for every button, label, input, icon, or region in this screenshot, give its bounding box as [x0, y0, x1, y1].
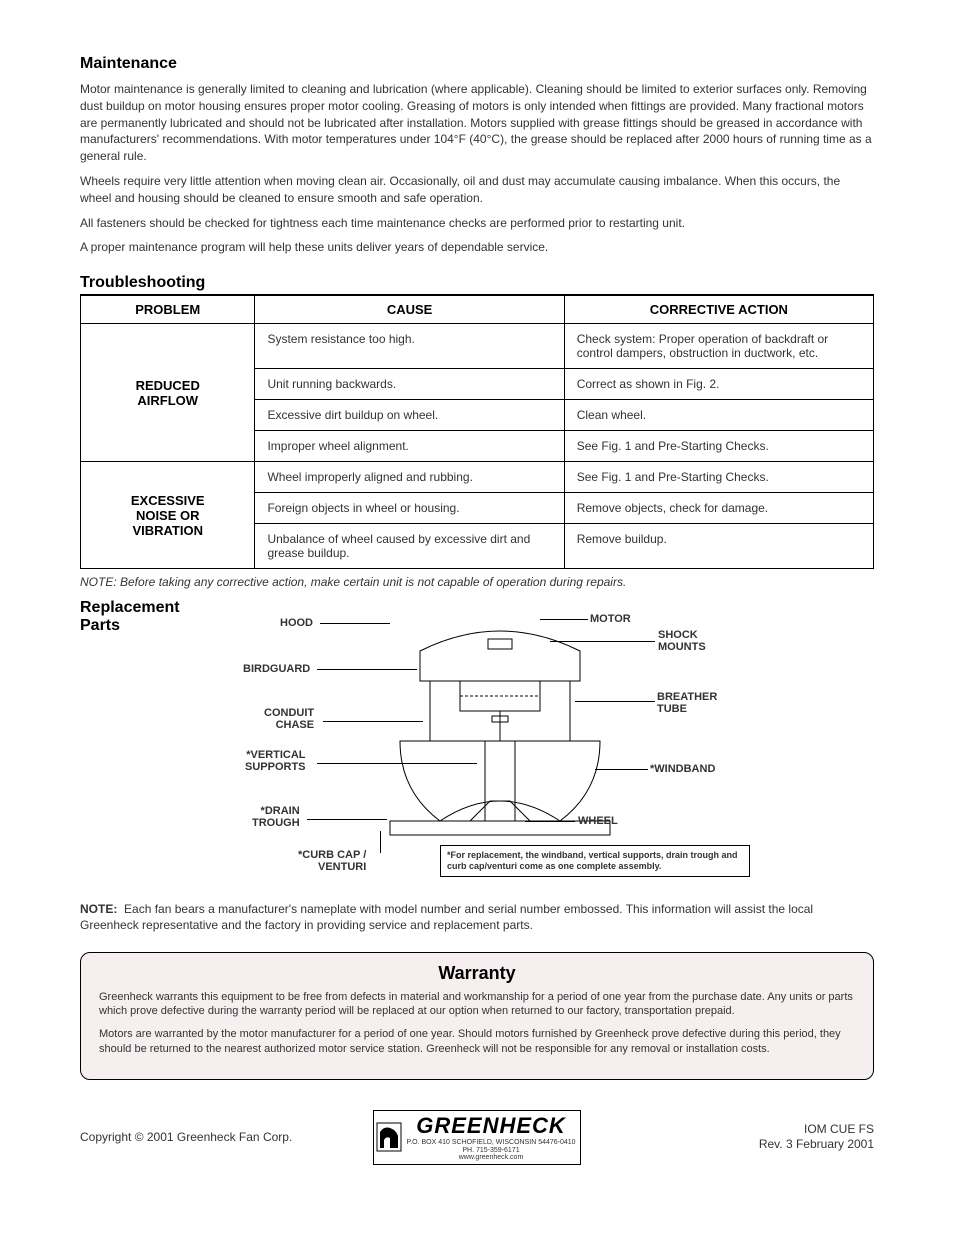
problem-cell-1: REDUCEDAIRFLOW [81, 324, 255, 462]
footer-copyright: Copyright © 2001 Greenheck Fan Corp. [80, 1130, 345, 1144]
troubleshooting-note: NOTE: Before taking any corrective actio… [80, 575, 874, 589]
action-cell: See Fig. 1 and Pre-Starting Checks. [564, 462, 873, 493]
action-cell: Correct as shown in Fig. 2. [564, 369, 873, 400]
action-cell: See Fig. 1 and Pre-Starting Checks. [564, 431, 873, 462]
logo-name: GREENHECK [406, 1113, 575, 1139]
page-footer: Copyright © 2001 Greenheck Fan Corp. GRE… [80, 1110, 874, 1165]
warranty-para-2: Motors are warranted by the motor manufa… [99, 1027, 855, 1057]
logo-web: www.greenheck.com [406, 1154, 575, 1162]
leader-line [380, 831, 381, 853]
table-col-action: CORRECTIVE ACTION [564, 296, 873, 324]
table-row: EXCESSIVENOISE ORVIBRATION Wheel imprope… [81, 462, 874, 493]
cause-cell: Wheel improperly aligned and rubbing. [255, 462, 564, 493]
logo-address: P.O. BOX 410 SCHOFIELD, WISCONSIN 54476-… [406, 1139, 575, 1147]
replacement-note: NOTE: Each fan bears a manufacturer's na… [80, 901, 874, 933]
leader-line [595, 769, 648, 770]
maintenance-para-3: All fasteners should be checked for tigh… [80, 215, 874, 232]
label-motor: MOTOR [590, 613, 631, 625]
note-label: NOTE: [80, 902, 117, 916]
leader-line [317, 669, 417, 670]
leader-line [320, 623, 390, 624]
maintenance-section: Maintenance Motor maintenance is general… [80, 55, 874, 256]
cause-cell: System resistance too high. [255, 324, 564, 369]
label-curb-cap: *CURB CAP /VENTURI [298, 849, 366, 873]
label-drain-trough: *DRAINTROUGH [252, 805, 300, 829]
label-hood: HOOD [280, 617, 313, 629]
leader-line [323, 721, 423, 722]
leader-line [525, 821, 575, 822]
warranty-heading: Warranty [99, 963, 855, 984]
maintenance-para-2: Wheels require very little attention whe… [80, 173, 874, 207]
logo-phone: PH. 715-359-6171 [406, 1147, 575, 1155]
label-windband: *WINDBAND [650, 763, 715, 775]
note-text: Each fan bears a manufacturer's nameplat… [80, 902, 813, 932]
cause-cell: Excessive dirt buildup on wheel. [255, 400, 564, 431]
maintenance-para-4: A proper maintenance program will help t… [80, 239, 874, 256]
action-cell: Remove objects, check for damage. [564, 493, 873, 524]
table-row: REDUCEDAIRFLOW System resistance too hig… [81, 324, 874, 369]
maintenance-para-1: Motor maintenance is generally limited t… [80, 81, 874, 165]
cause-cell: Unit running backwards. [255, 369, 564, 400]
cause-cell: Improper wheel alignment. [255, 431, 564, 462]
leader-line [307, 819, 387, 820]
troubleshooting-section: Troubleshooting PROBLEM CAUSE CORRECTIVE… [80, 274, 874, 589]
table-col-cause: CAUSE [255, 296, 564, 324]
cause-cell: Unbalance of wheel caused by excessive d… [255, 524, 564, 569]
troubleshooting-table: PROBLEM CAUSE CORRECTIVE ACTION REDUCEDA… [80, 295, 874, 569]
fan-diagram-svg [380, 621, 620, 841]
replacement-section: ReplacementParts [80, 599, 874, 933]
action-cell: Remove buildup. [564, 524, 873, 569]
footer-rev: Rev. 3 February 2001 [609, 1137, 874, 1153]
label-birdguard: BIRDGUARD [243, 663, 310, 675]
troubleshooting-heading: Troubleshooting [80, 274, 874, 295]
replacement-diagram: HOOD BIRDGUARD CONDUITCHASE *VERTICALSUP… [80, 611, 874, 891]
footer-docinfo: IOM CUE FS Rev. 3 February 2001 [609, 1122, 874, 1153]
action-cell: Clean wheel. [564, 400, 873, 431]
warranty-para-1: Greenheck warrants this equipment to be … [99, 990, 855, 1020]
cause-cell: Foreign objects in wheel or housing. [255, 493, 564, 524]
label-conduit-chase: CONDUITCHASE [264, 707, 314, 731]
label-wheel: WHEEL [578, 815, 618, 827]
warranty-section: Warranty Greenheck warrants this equipme… [80, 952, 874, 1080]
leader-line [540, 619, 588, 620]
action-cell: Check system: Proper operation of backdr… [564, 324, 873, 369]
leader-line [550, 641, 655, 642]
label-vertical-supports: *VERTICALSUPPORTS [245, 749, 306, 773]
diagram-note: *For replacement, the windband, vertical… [440, 845, 750, 877]
label-breather-tube: BREATHERTUBE [657, 691, 717, 715]
problem-cell-2: EXCESSIVENOISE ORVIBRATION [81, 462, 255, 569]
leader-line-dashed [575, 701, 600, 702]
maintenance-heading: Maintenance [80, 55, 874, 73]
footer-doc-id: IOM CUE FS [609, 1122, 874, 1138]
leader-line [317, 763, 477, 764]
footer-logo: GREENHECK P.O. BOX 410 SCHOFIELD, WISCON… [345, 1110, 610, 1165]
greenheck-logo-icon [376, 1122, 402, 1152]
table-col-problem: PROBLEM [81, 296, 255, 324]
label-shock-mounts: SHOCKMOUNTS [658, 629, 706, 653]
